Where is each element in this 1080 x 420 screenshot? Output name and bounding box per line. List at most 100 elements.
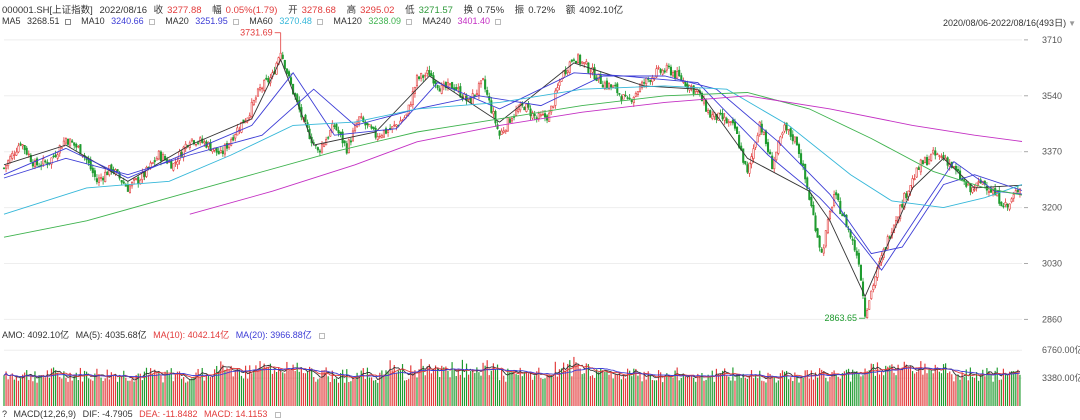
ma240-value: 3401.40 — [457, 16, 491, 26]
candle-body — [971, 187, 974, 193]
candle-body — [987, 190, 991, 193]
candle-body — [657, 67, 660, 69]
candle-body — [73, 142, 76, 146]
ma10-legend[interactable]: MA10 3240.66 — [81, 16, 159, 26]
candle-body — [824, 230, 827, 247]
volume-toggle-icon[interactable] — [319, 332, 326, 339]
candle-body — [420, 73, 423, 79]
ma120-toggle-icon[interactable] — [405, 18, 412, 25]
candle-body — [378, 135, 381, 138]
candle-body — [149, 162, 152, 168]
candle-body — [176, 161, 179, 165]
ma240-label: MA240 — [422, 16, 452, 26]
ma60-toggle-icon[interactable] — [316, 18, 323, 25]
amplitude-label: 振 — [514, 5, 525, 16]
candle-body — [221, 150, 224, 154]
candle-body — [475, 93, 478, 95]
ma120-label: MA120 — [333, 16, 362, 26]
ma60-legend[interactable]: MA60 3270.48 — [249, 16, 327, 26]
ma240-legend[interactable]: MA240 3401.40 — [422, 16, 505, 26]
candle-body — [380, 135, 383, 138]
candle-body — [430, 73, 433, 77]
candle-body — [120, 180, 123, 183]
candle-body — [161, 154, 165, 161]
ma5-legend[interactable]: MA5 3268.51 — [2, 16, 75, 26]
candle-body — [903, 193, 906, 209]
candle-body — [242, 119, 245, 124]
date-range-selector[interactable]: 2020/08/06-2022/08/16(493日) ▼ — [943, 16, 1076, 29]
candle-body — [75, 143, 78, 148]
candle-body — [329, 130, 332, 137]
candle-body — [265, 77, 268, 80]
candle-body — [558, 81, 561, 86]
candle-body — [327, 137, 330, 139]
candle-body — [228, 143, 231, 149]
ma10-toggle-icon[interactable] — [148, 18, 155, 25]
ma20-legend[interactable]: MA20 3251.95 — [165, 16, 243, 26]
candle-body — [44, 160, 47, 163]
price-tick-label: 3030 — [1042, 259, 1062, 269]
candle-body — [921, 160, 924, 165]
candle-body — [731, 119, 734, 124]
candle-body — [64, 138, 67, 144]
candle-body — [232, 137, 235, 141]
amo-value: AMO: 4092.10亿 — [2, 330, 70, 340]
candle-body — [861, 281, 865, 297]
candle-body — [91, 167, 94, 174]
candle-body — [686, 83, 689, 89]
vol-ma20-value: MA(20): 3966.88亿 — [235, 330, 312, 340]
high-label: 高 — [346, 5, 357, 16]
candle-body — [93, 170, 96, 177]
candle-body — [665, 64, 668, 71]
candle-body — [785, 122, 788, 131]
candle-body — [638, 85, 642, 92]
candle-body — [934, 150, 937, 156]
candle-body — [597, 73, 600, 80]
candle-body — [535, 117, 538, 120]
candle-body — [808, 190, 811, 200]
candle-body — [469, 97, 472, 104]
low-annotation: 2863.65 — [825, 313, 858, 323]
candle-body — [531, 112, 534, 119]
candle-body — [901, 203, 904, 208]
candle-body — [651, 77, 654, 82]
candle-body — [285, 68, 288, 74]
candle-body — [973, 189, 976, 191]
candle-body — [219, 150, 222, 153]
candle-body — [13, 154, 16, 156]
macd-toggle-icon[interactable] — [274, 411, 281, 418]
open-label: 开 — [288, 5, 298, 16]
candle-body — [267, 78, 270, 83]
candle-body — [1010, 198, 1013, 203]
candle-body — [859, 264, 862, 281]
candle-body — [783, 124, 786, 132]
candle-body — [283, 59, 286, 70]
ma240-toggle-icon[interactable] — [495, 18, 502, 25]
candle-body — [645, 77, 648, 85]
candle-body — [616, 83, 619, 94]
ma20-toggle-icon[interactable] — [232, 18, 239, 25]
candle-body — [678, 69, 681, 77]
ma5-toggle-icon[interactable] — [64, 18, 71, 25]
candle-body — [820, 248, 823, 253]
candle-body — [614, 84, 617, 87]
candle-body — [471, 93, 474, 105]
candle-body — [744, 160, 747, 165]
help-icon[interactable]: ? — [2, 409, 8, 419]
candle-body — [155, 157, 158, 161]
volume-ma20-line — [3, 367, 1020, 378]
candle-body — [116, 169, 119, 172]
candle-body — [694, 89, 697, 92]
turnover-label: 换 — [463, 5, 474, 16]
candle-body — [577, 54, 580, 64]
candle-body — [250, 102, 253, 117]
candle-body — [818, 235, 821, 248]
candle-body — [537, 113, 540, 119]
ma120-legend[interactable]: MA120 3238.09 — [333, 16, 416, 26]
price-tick-label: 3710 — [1042, 35, 1062, 45]
candle-body — [620, 96, 623, 101]
candle-body — [612, 85, 615, 88]
low-label: 低 — [405, 5, 415, 16]
candle-body — [320, 144, 324, 153]
